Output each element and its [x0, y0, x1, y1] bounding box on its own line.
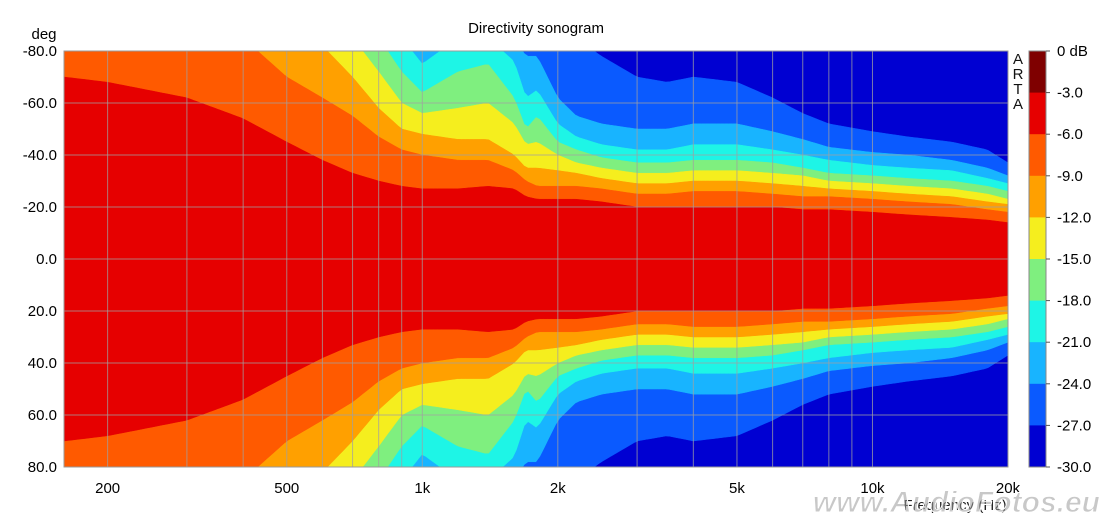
colorbar-label: -12.0 [1057, 209, 1091, 226]
x-tick-label: 20k [996, 480, 1021, 497]
x-tick-label: 2k [550, 480, 566, 497]
y-tick-label: -60.0 [23, 95, 57, 112]
colorbar-segment [1029, 51, 1046, 94]
colorbar-label: -18.0 [1057, 293, 1091, 310]
brand-letter: T [1013, 81, 1022, 98]
colorbar-label: -30.0 [1057, 459, 1091, 476]
plot-frame [63, 50, 1009, 468]
colorbar-label: -27.0 [1057, 417, 1091, 434]
colorbar-segment [1029, 383, 1046, 426]
y-tick-labels: -80.0 -60.0 -40.0 -20.0 0.0 20.0 40.0 60.0 80.0 [23, 43, 57, 476]
chart-title: Directivity sonogram [468, 20, 604, 37]
y-tick-label: -20.0 [23, 199, 57, 216]
watermark: www.AudioFotos.eu [813, 486, 1100, 518]
y-tick-label: -80.0 [23, 43, 57, 60]
colorbar-segment [1029, 300, 1046, 343]
x-tick-labels: 200 500 1k 2k 5k 10k 20k [95, 480, 1020, 497]
colorbar-label: -6.0 [1057, 126, 1083, 143]
x-tick-label: 500 [274, 480, 299, 497]
colorbar-label: -21.0 [1057, 334, 1091, 351]
x-tick-label: 200 [95, 480, 120, 497]
colorbar-segment [1029, 217, 1046, 260]
colorbar-label: -15.0 [1057, 251, 1091, 268]
x-tick-label: 10k [860, 480, 885, 497]
brand-letter: R [1013, 66, 1024, 83]
y-tick-label: 0.0 [36, 251, 57, 268]
colorbar-label: -3.0 [1057, 85, 1083, 102]
y-tick-label: 80.0 [28, 459, 57, 476]
brand-letter: A [1013, 96, 1023, 113]
colorbar-segment [1029, 175, 1046, 218]
colorbar: 0 dB -3.0 -6.0 -9.0 -12.0 -15.0 -18.0 -21.0 -24.… [1028, 43, 1091, 476]
colorbar-label: 0 dB [1057, 43, 1088, 60]
x-axis-label: Frequency (Hz) [903, 497, 1006, 514]
x-tick-label: 5k [729, 480, 745, 497]
x-tick-label: 1k [414, 480, 430, 497]
colorbar-segment [1029, 92, 1046, 135]
colorbar-label: -24.0 [1057, 376, 1091, 393]
y-tick-label: 60.0 [28, 407, 57, 424]
colorbar-segment [1029, 259, 1046, 302]
colorbar-label: -9.0 [1057, 168, 1083, 185]
y-axis-label: deg [31, 26, 56, 43]
colorbar-segment [1029, 425, 1046, 468]
colorbar-segment [1029, 342, 1046, 385]
y-tick-label: 20.0 [28, 303, 57, 320]
y-tick-label: -40.0 [23, 147, 57, 164]
y-tick-label: 40.0 [28, 355, 57, 372]
colorbar-segment [1029, 134, 1046, 177]
brand-letter: A [1013, 51, 1023, 68]
